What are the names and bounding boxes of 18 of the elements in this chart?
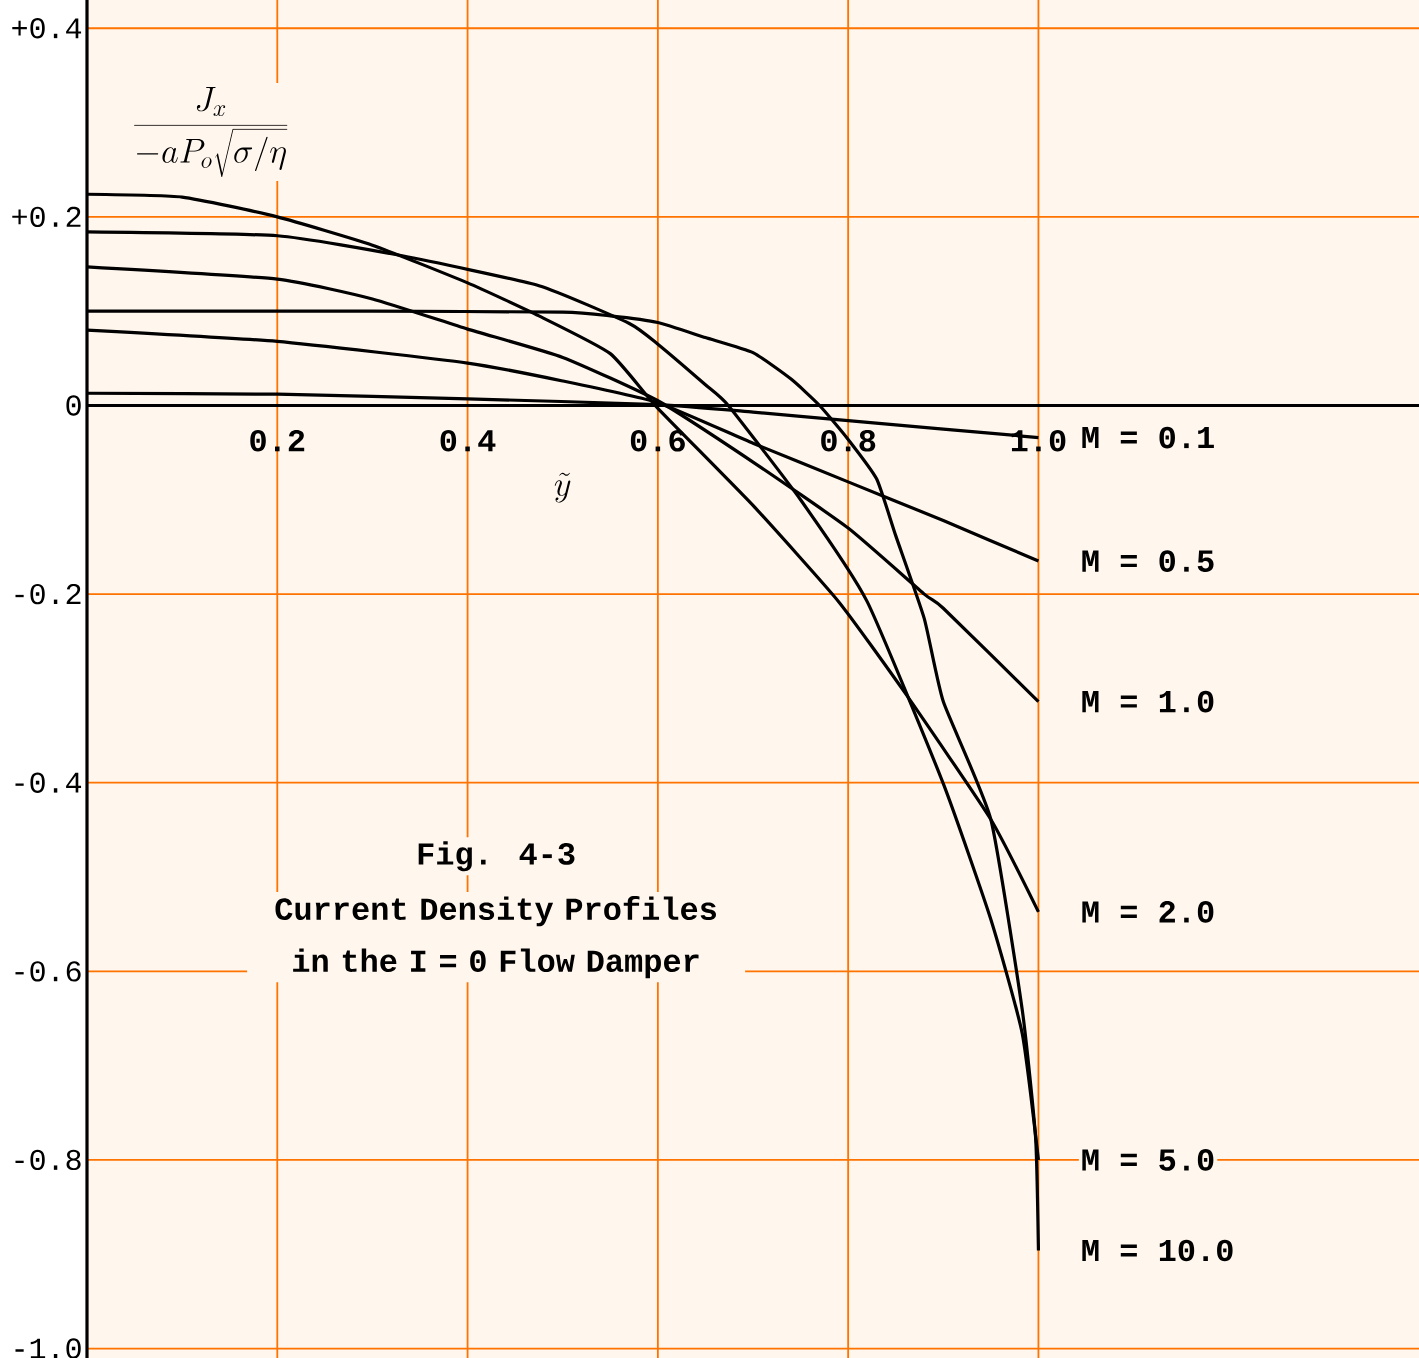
- y-tick-label: -0.4: [15, 772, 82, 793]
- series-label: M = 10.0: [1082, 1239, 1233, 1262]
- y-tick-label: +0.4: [12, 18, 82, 39]
- text: Fig. 4-3: [418, 841, 575, 872]
- y-tick-label: -0.8: [15, 1149, 81, 1171]
- y-tick-label: -0.2: [15, 583, 81, 605]
- series-label: M = 0.1: [1082, 426, 1214, 449]
- y-axis-title: $\frac{J_x}{-aP_o\sqrt{\sigma/\eta}}$: [134, 87, 288, 178]
- y-tick-label: +0.2: [12, 206, 81, 228]
- series-label: M = 0.5: [1082, 550, 1214, 572]
- text: Current Density Profiles in the I = 0 Flow Damper: [275, 896, 716, 979]
- series-label: M = 2.0: [1082, 901, 1214, 923]
- y-tick-label: -1.0: [15, 1338, 81, 1358]
- series-label: M = 1.0: [1082, 690, 1214, 713]
- x-axis-title: $\tilde{y}$: [554, 472, 571, 503]
- y-tick-label: 0: [66, 395, 81, 416]
- series-label: M = 5.0: [1082, 1149, 1214, 1171]
- y-tick-label: -0.6: [15, 961, 81, 982]
